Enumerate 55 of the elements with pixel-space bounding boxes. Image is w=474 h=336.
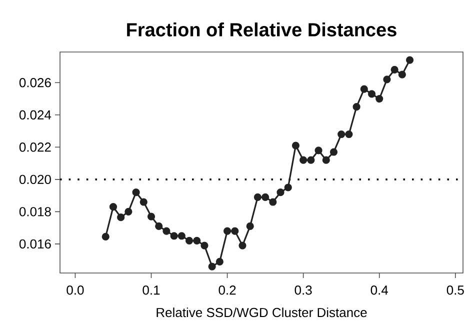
point <box>170 232 178 240</box>
point <box>231 227 239 235</box>
point <box>322 156 330 164</box>
point <box>284 184 292 192</box>
point <box>200 242 208 250</box>
point <box>390 66 398 74</box>
point <box>162 227 170 235</box>
point <box>208 262 216 270</box>
point <box>117 214 125 222</box>
y-tick-label: 0.016 <box>19 239 51 249</box>
point <box>352 103 360 111</box>
point <box>330 148 338 156</box>
point <box>292 142 300 150</box>
point <box>238 242 246 250</box>
x-tick-label: 0.2 <box>218 286 236 295</box>
point <box>398 70 406 78</box>
point <box>276 188 284 196</box>
point <box>124 208 132 216</box>
point <box>246 222 254 230</box>
x-tick-label: 0.1 <box>142 286 160 295</box>
point <box>338 130 346 138</box>
y-tick-label: 0.022 <box>19 142 51 152</box>
point <box>140 198 148 206</box>
y-tick-label: 0.026 <box>19 78 51 88</box>
chart-title: Fraction of Relative Distances <box>127 22 396 36</box>
x-tick-label: 0.0 <box>66 286 84 295</box>
point <box>102 232 110 240</box>
x-tick-label: 0.3 <box>294 286 312 295</box>
point <box>314 146 322 154</box>
point <box>345 130 353 138</box>
point <box>216 258 224 266</box>
point <box>223 227 232 235</box>
point <box>376 94 384 103</box>
y-tick-label: 0.020 <box>19 174 51 184</box>
point <box>155 222 163 230</box>
point <box>185 236 194 245</box>
point <box>406 56 414 64</box>
point <box>360 85 368 93</box>
point <box>368 90 376 98</box>
x-tick-label: 0.4 <box>370 286 388 295</box>
point <box>193 236 201 245</box>
x-tick-label: 0.5 <box>446 286 464 295</box>
point <box>178 232 186 240</box>
point <box>254 193 262 201</box>
point <box>307 156 315 164</box>
point <box>383 76 391 84</box>
y-tick-label: 0.024 <box>19 110 52 120</box>
point <box>269 198 277 206</box>
y-tick-label: 0.018 <box>19 207 51 216</box>
point <box>262 193 270 201</box>
x-axis-title: Relative SSD/WGD Cluster Distance <box>156 308 367 318</box>
point <box>300 156 308 164</box>
point <box>147 212 156 220</box>
point <box>109 203 118 211</box>
point <box>132 188 140 196</box>
